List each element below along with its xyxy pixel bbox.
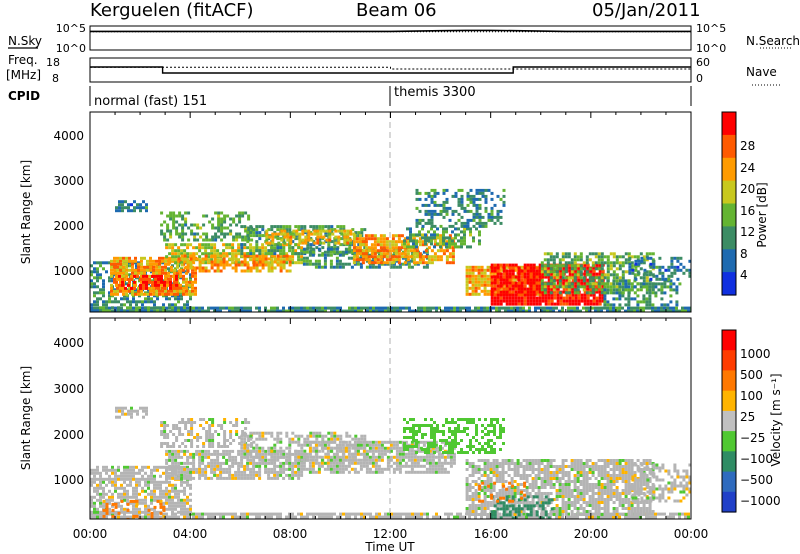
power-y-ticks: 1000 2000 3000 4000 (53, 129, 84, 278)
xtick-5: 20:00 (574, 527, 609, 541)
velocity-ytick-1000: 1000 (53, 473, 84, 487)
noise-tick-left-bottom: 10^0 (56, 42, 86, 55)
nave-tick-top: 60 (696, 56, 710, 69)
freq-tick-bottom: 8 (52, 72, 59, 85)
velocity-heatmap (90, 406, 691, 519)
velocity-ytick-2000: 2000 (53, 428, 84, 442)
velocity-y-axis-label: Slant Range [km] (19, 366, 33, 470)
nsky-label: N.Sky (8, 34, 42, 48)
x-axis-ticks: 00:00 04:00 08:00 12:00 16:00 20:00 00:0… (73, 527, 709, 541)
xtick-0: 00:00 (73, 527, 108, 541)
power-heatmap (90, 188, 691, 312)
noise-tick-left-top: 10^5 (56, 22, 86, 35)
velocity-cb-tick-minus1000: −1000 (740, 494, 781, 508)
velocity-colorbar-label: Velocity [m s⁻¹] (769, 373, 783, 466)
power-cb-tick-8: 8 (740, 247, 748, 261)
cpid-mode-2: themis 3300 (394, 85, 476, 100)
velocity-y-ticks: 1000 2000 3000 4000 (53, 336, 84, 487)
cpid-mode-1: normal (fast) 151 (94, 94, 207, 109)
velocity-cb-tick-minus100: −100 (740, 452, 773, 466)
xtick-1: 04:00 (173, 527, 208, 541)
velocity-cb-tick-minus500: −500 (740, 473, 773, 487)
x-axis-label: Time UT (364, 540, 415, 554)
noise-panel-frame (89, 25, 692, 51)
xtick-6: 00:00 (674, 527, 709, 541)
power-ytick-4000: 4000 (53, 129, 84, 143)
power-cb-tick-12: 12 (740, 225, 755, 239)
nave-line (90, 66, 691, 70)
power-ytick-2000: 2000 (53, 219, 84, 233)
velocity-cb-tick-500: 500 (740, 368, 763, 382)
velocity-ytick-3000: 3000 (53, 382, 84, 396)
velocity-colorbar (721, 329, 737, 513)
power-colorbar-ticks: 28 24 20 16 12 8 4 (740, 139, 755, 282)
velocity-cb-tick-minus25: −25 (740, 431, 765, 445)
velocity-colorbar-ticks: 1000 500 100 25 −25 −100 −500 −1000 (740, 347, 781, 508)
noise-tick-right-bottom: 10^0 (696, 42, 726, 55)
cpid-label: CPID (8, 89, 40, 103)
beam-title: Beam 06 (356, 0, 437, 21)
power-colorbar-label: Power [dB] (755, 182, 769, 247)
freq-label: Freq. (8, 53, 38, 67)
power-cb-tick-4: 4 (740, 268, 748, 282)
xtick-2: 08:00 (273, 527, 308, 541)
nsearch-label: N.Search (746, 34, 800, 48)
velocity-ytick-4000: 4000 (53, 336, 84, 350)
power-ytick-1000: 1000 (53, 264, 84, 278)
power-cb-tick-20: 20 (740, 182, 755, 196)
power-ytick-3000: 3000 (53, 174, 84, 188)
power-colorbar (721, 111, 737, 296)
velocity-cb-tick-1000: 1000 (740, 347, 771, 361)
freq-panel-frame (89, 57, 692, 83)
xtick-3: 12:00 (373, 527, 408, 541)
power-cb-tick-28: 28 (740, 139, 755, 153)
velocity-cb-tick-100: 100 (740, 389, 763, 403)
xtick-4: 16:00 (474, 527, 509, 541)
freq-tick-top: 18 (46, 56, 60, 69)
velocity-cb-tick-25: 25 (740, 410, 755, 424)
noise-tick-right-top: 10^5 (696, 22, 726, 35)
date-title: 05/Jan/2011 (592, 0, 701, 21)
nsky-line (90, 29, 691, 33)
nave-label: Nave (746, 65, 777, 79)
nave-tick-bottom: 0 (696, 72, 703, 85)
freq-unit-label: [MHz] (6, 68, 41, 82)
power-cb-tick-16: 16 (740, 204, 755, 218)
station-title: Kerguelen (fitACF) (90, 0, 254, 21)
power-y-axis-label: Slant Range [km] (19, 160, 33, 264)
power-cb-tick-24: 24 (740, 161, 755, 175)
